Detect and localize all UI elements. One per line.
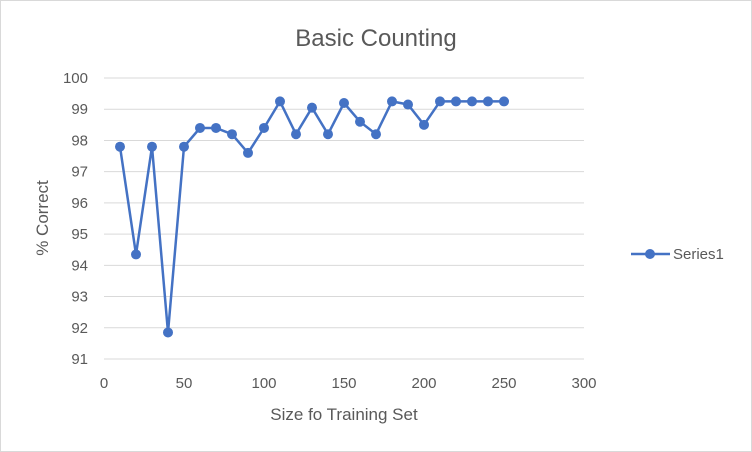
chart-title: Basic Counting — [295, 25, 456, 52]
data-point — [131, 249, 141, 260]
data-point — [275, 96, 285, 107]
data-point — [403, 99, 413, 110]
y-tick-label: 98 — [71, 132, 88, 149]
data-point — [243, 147, 253, 158]
data-point — [227, 129, 237, 140]
data-point — [307, 102, 317, 113]
y-tick-label: 97 — [71, 164, 88, 181]
data-point — [195, 122, 205, 133]
y-tick-label: 99 — [71, 101, 88, 118]
data-point — [499, 96, 509, 107]
y-tick-label: 96 — [71, 195, 88, 212]
data-point — [339, 97, 349, 108]
y-tick-label: 100 — [63, 70, 88, 87]
y-tick-label: 92 — [71, 320, 88, 337]
data-point — [371, 129, 381, 140]
y-axis-title: % Correct — [33, 180, 52, 256]
y-tick-label: 93 — [71, 289, 88, 306]
data-point — [291, 129, 301, 140]
y-tick-label: 94 — [71, 257, 88, 274]
data-point — [179, 141, 189, 152]
x-tick-label: 0 — [100, 375, 108, 392]
x-tick-label: 300 — [571, 375, 596, 392]
x-axis-ticks: 0 50 100 150 200 250 300 — [100, 375, 597, 392]
data-point — [211, 122, 221, 133]
data-point — [115, 141, 125, 152]
series-line — [118, 100, 504, 334]
x-tick-label: 250 — [491, 375, 516, 392]
x-tick-label: 150 — [331, 375, 356, 392]
y-axis-ticks: 91 92 93 94 95 96 97 98 99 100 — [63, 70, 88, 368]
series-group — [115, 96, 509, 338]
data-point — [163, 327, 173, 338]
legend-marker — [645, 249, 655, 259]
data-point — [419, 119, 429, 130]
data-point — [451, 96, 461, 107]
x-tick-label: 50 — [176, 375, 193, 392]
data-point — [355, 116, 365, 127]
data-point — [467, 96, 477, 107]
data-point — [435, 96, 445, 107]
data-point — [259, 122, 269, 133]
gridlines — [104, 77, 584, 360]
data-point — [323, 129, 333, 140]
x-tick-label: 200 — [411, 375, 436, 392]
legend: Series1 — [631, 246, 724, 263]
x-tick-label: 100 — [251, 375, 276, 392]
y-tick-label: 91 — [71, 351, 88, 368]
legend-label: Series1 — [673, 246, 724, 263]
data-point — [147, 141, 157, 152]
y-tick-label: 95 — [71, 226, 88, 243]
data-point — [387, 96, 397, 107]
data-point — [483, 96, 493, 107]
x-axis-title: Size fo Training Set — [270, 405, 418, 424]
